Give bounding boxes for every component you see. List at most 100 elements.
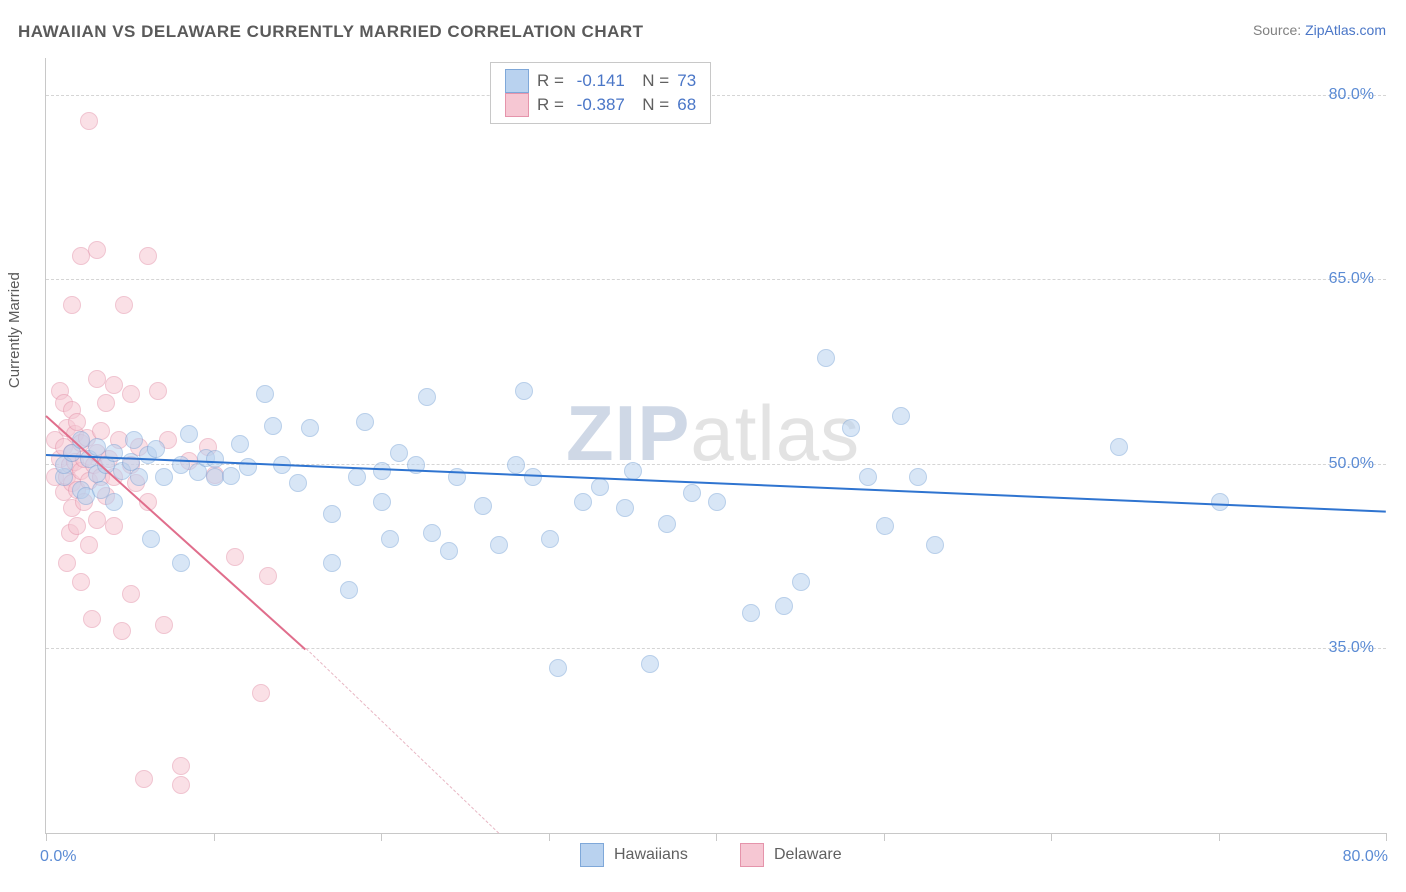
x-tick (1051, 833, 1052, 841)
data-point (88, 370, 106, 388)
data-point (142, 530, 160, 548)
data-point (418, 388, 436, 406)
x-tick (549, 833, 550, 841)
data-point (135, 770, 153, 788)
data-point (574, 493, 592, 511)
data-point (130, 468, 148, 486)
data-point (105, 376, 123, 394)
data-point (139, 247, 157, 265)
data-point (549, 659, 567, 677)
correlation-row-delaware: R = -0.387 N =68 (505, 93, 696, 117)
legend-hawaiians: Hawaiians (580, 843, 688, 867)
y-tick-label: 80.0% (1329, 86, 1374, 104)
data-point (72, 247, 90, 265)
chart-title: HAWAIIAN VS DELAWARE CURRENTLY MARRIED C… (18, 22, 644, 42)
source-attribution: Source: ZipAtlas.com (1253, 22, 1386, 38)
data-point (72, 573, 90, 591)
data-point (226, 548, 244, 566)
data-point (742, 604, 760, 622)
data-point (658, 515, 676, 533)
data-point (859, 468, 877, 486)
data-point (149, 382, 167, 400)
data-point (222, 467, 240, 485)
data-point (63, 296, 81, 314)
data-point (122, 385, 140, 403)
gridline (46, 95, 1386, 96)
data-point (926, 536, 944, 554)
x-axis-max-label: 80.0% (1343, 848, 1388, 866)
y-tick-label: 65.0% (1329, 270, 1374, 288)
data-point (507, 456, 525, 474)
x-tick (46, 833, 47, 841)
correlation-row-hawaiians: R = -0.141 N =73 (505, 69, 696, 93)
data-point (348, 468, 366, 486)
data-point (155, 468, 173, 486)
data-point (206, 450, 224, 468)
data-point (876, 517, 894, 535)
data-point (83, 610, 101, 628)
correlation-legend: R = -0.141 N =73 R = -0.387 N =68 (490, 62, 711, 124)
y-tick-label: 50.0% (1329, 455, 1374, 473)
y-axis-label: Currently Married (6, 272, 23, 388)
swatch-icon (740, 843, 764, 867)
data-point (624, 462, 642, 480)
source-link[interactable]: ZipAtlas.com (1305, 22, 1386, 38)
data-point (474, 497, 492, 515)
data-point (490, 536, 508, 554)
gridline (46, 279, 1386, 280)
data-point (323, 505, 341, 523)
data-point (172, 554, 190, 572)
data-point (172, 757, 190, 775)
x-tick (1219, 833, 1220, 841)
data-point (88, 511, 106, 529)
data-point (616, 499, 634, 517)
swatch-icon (505, 69, 529, 93)
x-tick (716, 833, 717, 841)
gridline (46, 648, 1386, 649)
data-point (708, 493, 726, 511)
data-point (239, 458, 257, 476)
data-point (1110, 438, 1128, 456)
data-point (155, 616, 173, 634)
swatch-icon (580, 843, 604, 867)
data-point (231, 435, 249, 453)
data-point (792, 573, 810, 591)
data-point (172, 776, 190, 794)
data-point (842, 419, 860, 437)
data-point (80, 112, 98, 130)
data-point (92, 422, 110, 440)
data-point (180, 425, 198, 443)
data-point (122, 585, 140, 603)
trend-line (305, 649, 498, 834)
data-point (88, 438, 106, 456)
data-point (373, 462, 391, 480)
data-point (115, 296, 133, 314)
data-point (892, 407, 910, 425)
swatch-icon (505, 93, 529, 117)
data-point (591, 478, 609, 496)
data-point (683, 484, 701, 502)
data-point (58, 554, 76, 572)
data-point (356, 413, 374, 431)
data-point (105, 517, 123, 535)
data-point (256, 385, 274, 403)
data-point (373, 493, 391, 511)
data-point (68, 517, 86, 535)
x-axis-min-label: 0.0% (40, 848, 76, 866)
data-point (301, 419, 319, 437)
data-point (423, 524, 441, 542)
data-point (817, 349, 835, 367)
data-point (381, 530, 399, 548)
data-point (289, 474, 307, 492)
legend-delaware: Delaware (740, 843, 842, 867)
data-point (541, 530, 559, 548)
data-point (97, 394, 115, 412)
data-point (515, 382, 533, 400)
y-tick-label: 35.0% (1329, 639, 1374, 657)
data-point (113, 622, 131, 640)
data-point (105, 493, 123, 511)
data-point (641, 655, 659, 673)
data-point (1211, 493, 1229, 511)
data-point (264, 417, 282, 435)
data-point (147, 440, 165, 458)
